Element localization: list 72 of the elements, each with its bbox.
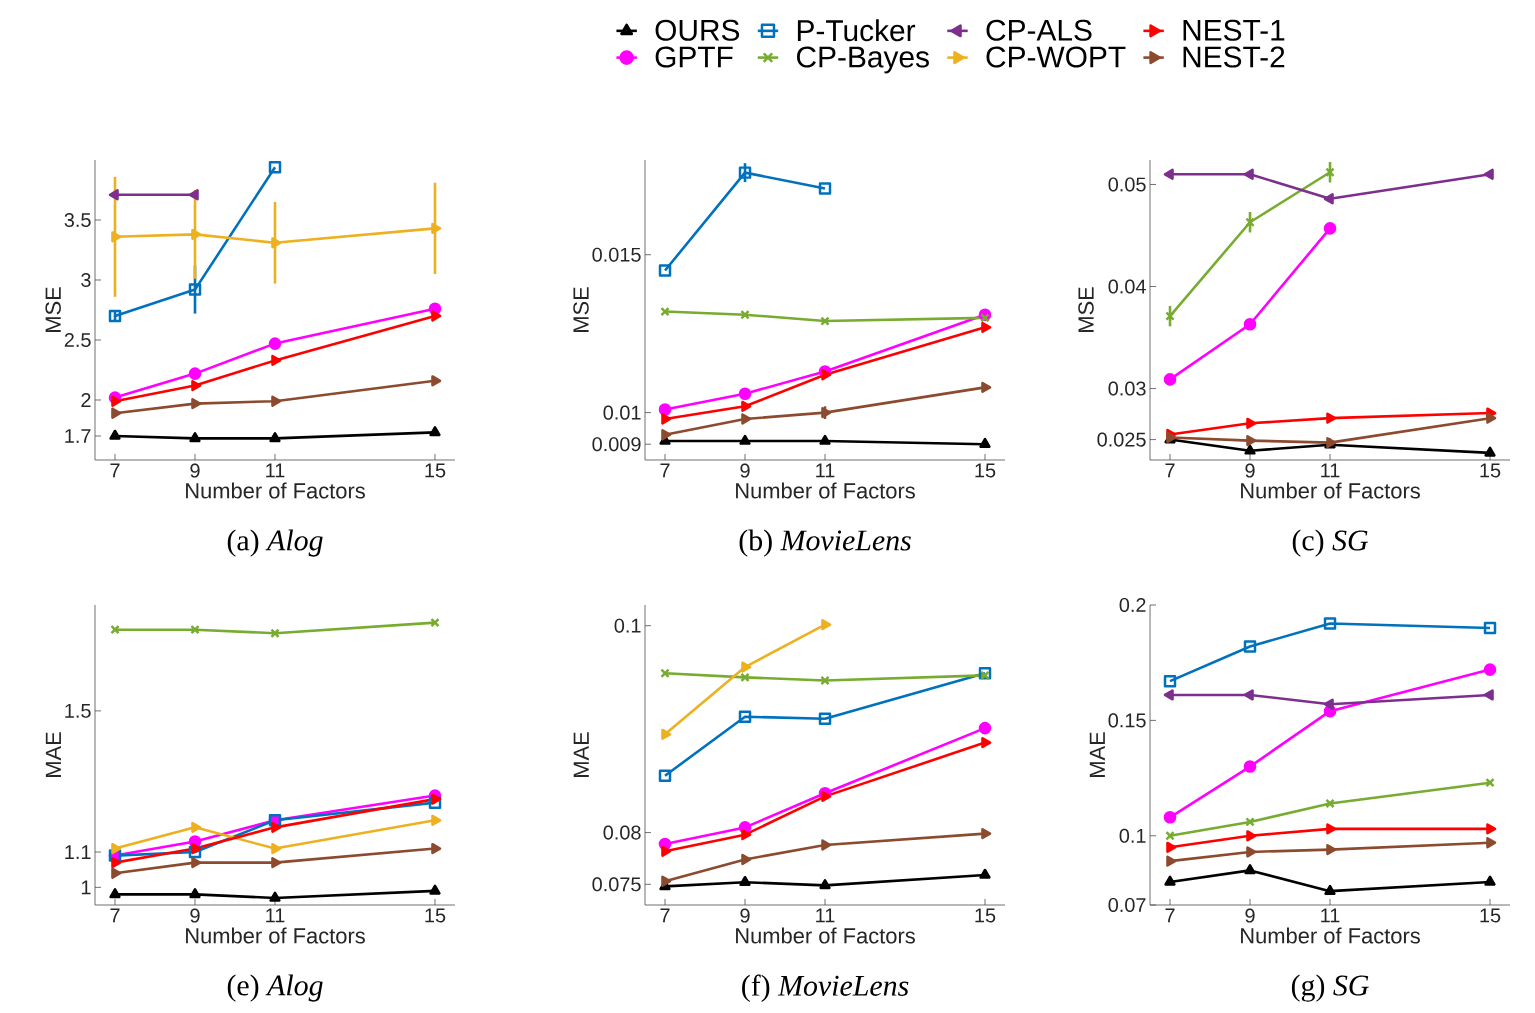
y-tick-label: 1.7 [65, 429, 91, 443]
y-tick-label: 3.5 [64, 212, 91, 228]
x-tick-label: 7 [1165, 908, 1175, 923]
x-tick-label: 11 [816, 908, 835, 923]
legend-label: NEST-2 [1183, 46, 1285, 68]
y-tick-label: 3 [81, 272, 91, 288]
y-axis-title: MSE [573, 287, 589, 332]
x-tick-label: 15 [425, 908, 446, 923]
x-axis-title: Number of Factors [1241, 482, 1420, 499]
x-tick-label: 15 [425, 463, 446, 478]
x-tick-label: 11 [1321, 908, 1340, 923]
x-tick-label: 7 [110, 463, 120, 478]
legend-label: NEST-1 [1183, 19, 1285, 41]
y-tick-label: 0.05 [1108, 177, 1146, 192]
legend-label: CP-ALS [986, 19, 1092, 41]
legend-label: CP-Bayes [796, 46, 929, 74]
x-axis-title: Number of Factors [736, 927, 915, 944]
x-tick-label: 7 [660, 908, 670, 923]
x-tick-label: 15 [1480, 908, 1501, 923]
x-tick-label: 9 [1245, 463, 1255, 478]
y-tick-label: 0.08 [603, 825, 641, 840]
legend-label: OURS [655, 19, 740, 41]
y-tick-label: 0.1 [1119, 828, 1146, 843]
x-tick-label: 11 [816, 463, 835, 478]
x-axis-title: Number of Factors [1241, 927, 1420, 944]
text: (g) SG [1291, 974, 1369, 1002]
x-axis-title: Number of Factors [186, 927, 365, 944]
text: (c) SG [1292, 529, 1368, 557]
x-tick-label: 15 [1480, 463, 1501, 478]
x-tick-label: 9 [1245, 908, 1255, 923]
y-tick-label: 1.5 [65, 703, 91, 718]
text: (a) Alog [227, 529, 323, 557]
y-tick-label: 2 [81, 393, 91, 407]
y-axis-title: MSE [1078, 287, 1094, 332]
y-tick-label: 0.15 [1108, 713, 1146, 728]
x-tick-label: 7 [660, 463, 670, 478]
x-tick-label: 9 [190, 908, 200, 923]
y-axis-title: MAE [45, 732, 61, 777]
y-axis-title: MAE [573, 732, 589, 777]
text: (b) MovieLens [739, 529, 911, 557]
x-tick-label: 9 [190, 463, 200, 478]
y-tick-label: 0.015 [592, 247, 641, 262]
y-tick-label: 0.1 [614, 618, 641, 633]
y-tick-label: 0.2 [1119, 597, 1146, 613]
y-tick-label: 0.04 [1108, 279, 1146, 294]
y-tick-label: 0.03 [1108, 381, 1146, 396]
y-axis-title: MSE [45, 287, 61, 332]
x-tick-label: 9 [740, 463, 750, 478]
x-tick-label: 11 [266, 463, 285, 478]
y-tick-label: 0.01 [603, 405, 641, 420]
y-tick-label: 2.5 [64, 332, 91, 348]
x-tick-label: 7 [110, 908, 120, 923]
legend-label: GPTF [655, 46, 733, 68]
y-tick-label: 1 [81, 880, 91, 895]
y-tick-label: 0.07 [1108, 897, 1146, 913]
x-tick-label: 7 [1165, 463, 1175, 478]
y-tick-label: 0.075 [592, 877, 641, 892]
text: (e) Alog [227, 974, 323, 1002]
y-tick-label: 1.1 [65, 845, 91, 859]
legend-label: CP-WOPT [986, 46, 1126, 68]
y-tick-label: 0.009 [592, 437, 641, 452]
x-tick-label: 15 [975, 908, 996, 923]
x-tick-label: 9 [740, 908, 750, 923]
x-tick-label: 11 [266, 908, 285, 923]
y-axis-title: MAE [1089, 732, 1105, 777]
text: (f) MovieLens [742, 974, 909, 1002]
legend-label: P-Tucker [797, 19, 916, 42]
x-tick-label: 11 [1321, 463, 1340, 478]
x-axis-title: Number of Factors [186, 482, 365, 499]
y-tick-label: 0.025 [1097, 432, 1146, 447]
x-axis-title: Number of Factors [736, 482, 915, 499]
x-tick-label: 15 [975, 463, 996, 478]
